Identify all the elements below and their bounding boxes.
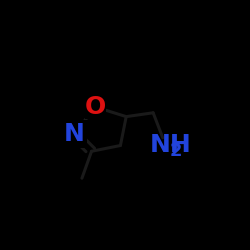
- Text: 2: 2: [170, 142, 182, 160]
- Text: NH: NH: [149, 134, 191, 158]
- Text: N: N: [64, 122, 85, 146]
- Circle shape: [88, 100, 102, 114]
- Text: O: O: [85, 95, 106, 119]
